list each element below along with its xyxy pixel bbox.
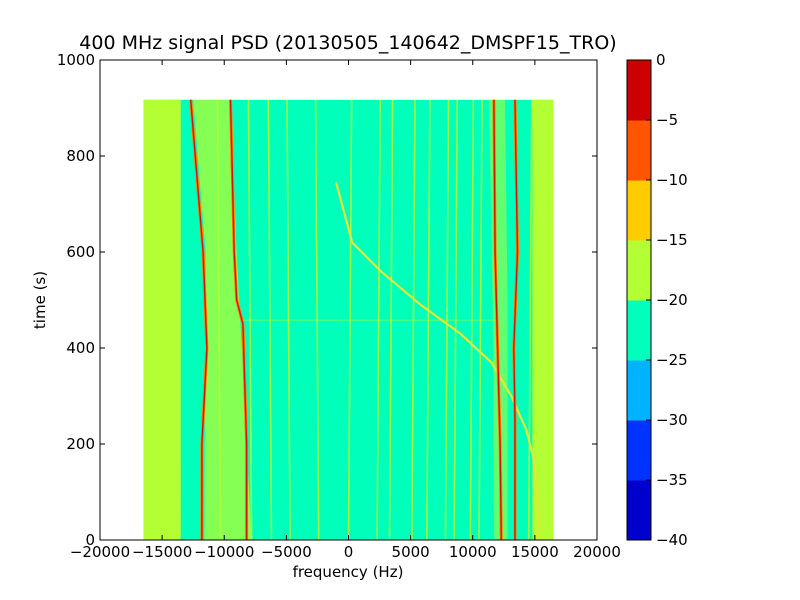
- colorbar-segment: [627, 300, 651, 361]
- colorbar-tick-label: −25: [656, 351, 688, 369]
- carrier-line: [493, 99, 502, 540]
- x-tick-label: 15000: [511, 543, 559, 561]
- y-tick-label: 0: [85, 531, 95, 549]
- faint-line: [542, 99, 548, 540]
- y-tick-label: 600: [66, 243, 95, 261]
- y-tick-label: 200: [66, 435, 95, 453]
- chart-title: 400 MHz signal PSD (20130505_140642_DMSP…: [79, 32, 616, 54]
- faint-line: [164, 99, 170, 540]
- doppler-trace: [335, 182, 540, 540]
- x-tick-label: −15000: [132, 543, 192, 561]
- colorbar-tick-label: 0: [656, 51, 666, 69]
- x-tick-label: 0: [344, 543, 354, 561]
- y-axis: 0 200 400 600 800 1000: [57, 51, 597, 549]
- colorbar-segment: [627, 180, 651, 241]
- heatmap-edge-band-right: [532, 99, 554, 540]
- x-axis: −20000 −15000 −10000 −5000 0 5000 10000 15000 20…: [70, 60, 621, 561]
- colorbar-segment: [627, 480, 651, 541]
- faint-line: [173, 99, 178, 540]
- y-tick-label: 1000: [57, 51, 95, 69]
- colorbar-segment: [627, 60, 651, 121]
- y-axis-label: time (s): [31, 271, 49, 329]
- carrier-line: [190, 99, 208, 540]
- colorbar-segment: [627, 360, 651, 421]
- x-tick-label: 10000: [449, 543, 497, 561]
- colorbar-tick-label: −10: [656, 171, 688, 189]
- plot-area: [143, 99, 554, 540]
- x-axis-label: frequency (Hz): [293, 563, 404, 581]
- colorbar-tick-label: −15: [656, 231, 688, 249]
- y-tick-label: 400: [66, 339, 95, 357]
- x-tick-label: −5000: [261, 543, 312, 561]
- carrier-line: [229, 99, 248, 540]
- colorbar-tick-label: −40: [656, 531, 688, 549]
- colorbar-tick-label: −20: [656, 291, 688, 309]
- colorbar-tick-label: −5: [656, 111, 678, 129]
- colorbar: −40 −35 −30 −25 −20 −15 −10 −5 0: [626, 51, 688, 549]
- x-tick-label: 5000: [392, 543, 430, 561]
- x-tick-label: −20000: [70, 543, 130, 561]
- x-tick-label: 20000: [573, 543, 621, 561]
- faint-line: [216, 99, 222, 540]
- colorbar-segment: [627, 120, 651, 181]
- x-tick-label: −10000: [194, 543, 254, 561]
- faint-line: [148, 99, 153, 540]
- colorbar-tick-label: −30: [656, 411, 688, 429]
- colorbar-segment: [627, 240, 651, 301]
- faint-line: [527, 99, 533, 540]
- colorbar-tick-label: −35: [656, 471, 688, 489]
- y-tick-label: 800: [66, 147, 95, 165]
- carrier-line: [513, 99, 519, 540]
- colorbar-segment: [627, 420, 651, 481]
- heatmap-band-left-inner: [193, 99, 252, 540]
